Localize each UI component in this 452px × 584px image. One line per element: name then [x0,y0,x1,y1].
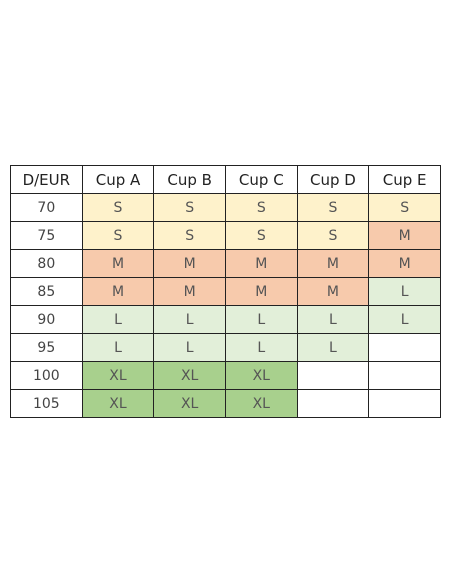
size-cell: L [224,333,298,362]
size-cell: XL [153,361,226,390]
size-cell: XL [81,389,155,418]
size-cell: S [368,193,441,222]
size-cell: M [81,249,155,278]
band-cell: 75 [10,221,83,250]
size-cell: M [296,249,370,278]
header-cell: Cup C [224,165,298,194]
size-cell: L [224,305,298,334]
size-cell [368,389,441,418]
size-cell [296,361,370,390]
size-cell [368,333,441,362]
size-cell: M [81,277,155,306]
size-cell: M [368,249,441,278]
size-cell: S [296,221,370,250]
band-cell: 95 [10,333,83,362]
size-cell: XL [81,361,155,390]
table-row: 70 S S S S S [10,193,441,222]
size-cell [368,361,441,390]
size-cell: L [368,305,441,334]
table-row: 105 XL XL XL [10,389,441,418]
size-cell: M [153,277,226,306]
header-cell: Cup B [153,165,226,194]
header-cell: Cup E [368,165,441,194]
band-cell: 100 [10,361,83,390]
header-cell: Cup A [81,165,155,194]
size-cell: L [153,333,226,362]
size-cell: S [153,221,226,250]
header-cell: Cup D [296,165,370,194]
table-row: 80 M M M M M [10,249,441,278]
size-table: D/EUR Cup A Cup B Cup C Cup D Cup E 70 S S S S S 75… [10,165,441,418]
band-cell: 90 [10,305,83,334]
band-cell: 80 [10,249,83,278]
size-cell: XL [224,389,298,418]
size-cell: L [81,305,155,334]
table-row: 90 L L L L L [10,305,441,334]
size-cell: L [368,277,441,306]
size-cell: M [153,249,226,278]
size-cell: S [81,221,155,250]
size-cell: XL [153,389,226,418]
size-cell: M [368,221,441,250]
size-cell [296,389,370,418]
size-cell: S [153,193,226,222]
size-cell: S [224,193,298,222]
table-row: 100 XL XL XL [10,361,441,390]
header-row: D/EUR Cup A Cup B Cup C Cup D Cup E [10,165,441,194]
header-cell: D/EUR [10,165,83,194]
size-cell: S [296,193,370,222]
size-cell: L [296,333,370,362]
size-cell: S [224,221,298,250]
band-cell: 105 [10,389,83,418]
size-cell: L [81,333,155,362]
size-cell: L [296,305,370,334]
table-row: 85 M M M M L [10,277,441,306]
table-row: 75 S S S S M [10,221,441,250]
band-cell: 85 [10,277,83,306]
size-cell: M [296,277,370,306]
table-row: 95 L L L L [10,333,441,362]
band-cell: 70 [10,193,83,222]
size-cell: XL [224,361,298,390]
size-cell: L [153,305,226,334]
size-cell: M [224,249,298,278]
size-cell: S [81,193,155,222]
size-cell: M [224,277,298,306]
